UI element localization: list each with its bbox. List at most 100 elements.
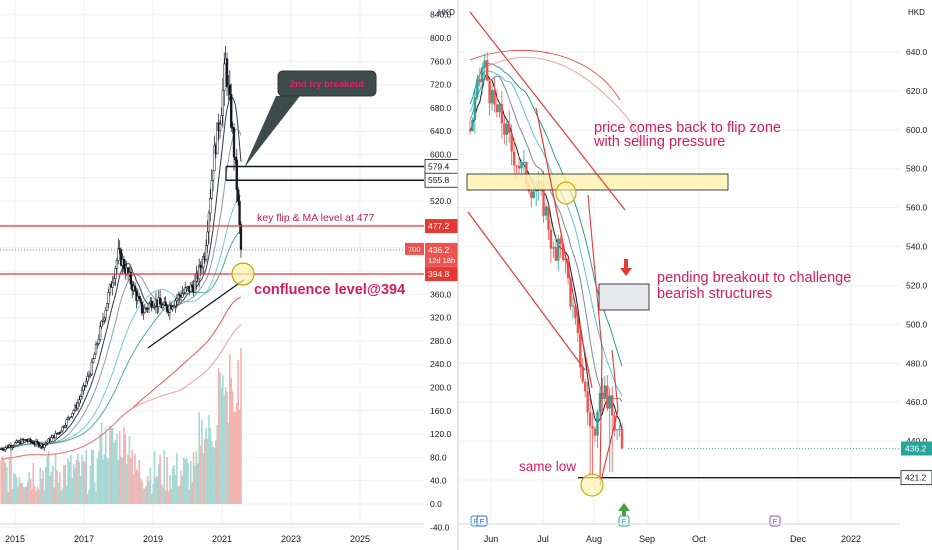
candle-down: [225, 58, 229, 88]
volume-bar: [181, 475, 184, 504]
volume-bar: [134, 453, 136, 504]
candle-up: [544, 206, 548, 216]
volume-bar: [111, 427, 114, 504]
candle-up: [206, 231, 209, 246]
volume-bar: [173, 465, 175, 504]
annotation-breakout: 2nd try breakout: [290, 79, 365, 90]
volume-bar: [113, 442, 115, 504]
candle-down: [165, 305, 169, 312]
candle-up: [598, 392, 602, 412]
volume-bar: [12, 472, 15, 504]
candle-down: [164, 301, 167, 307]
weekly-time-axis: 2015 2017 2019 2021 2023 2025: [0, 523, 424, 544]
candle-up: [142, 312, 145, 314]
candle-up: [207, 212, 211, 233]
candle-down: [530, 191, 533, 198]
candle-down: [29, 438, 32, 442]
volume-bar: [222, 375, 224, 504]
volume-bar: [166, 456, 168, 504]
annotation-flip-zone: price comes back to flip zone: [594, 120, 781, 136]
volume-bar: [220, 388, 223, 504]
candle-up: [471, 119, 474, 132]
candle-up: [223, 63, 226, 91]
volume-bar: [187, 462, 189, 504]
volume-bar: [194, 465, 196, 504]
price-tick-label: 600.0: [430, 150, 452, 160]
candle-up: [93, 353, 96, 360]
volume-bar: [67, 458, 69, 504]
candle-down: [228, 84, 231, 95]
candle-up: [78, 399, 81, 404]
volume-bar: [65, 485, 68, 504]
volume-bar: [31, 489, 33, 504]
volume-bar: [216, 425, 219, 504]
candle-up: [66, 417, 70, 420]
volume-bar: [227, 422, 230, 504]
candle-up: [43, 444, 46, 448]
volume-bar: [116, 433, 118, 504]
candle-up: [20, 439, 24, 444]
volume-bar: [146, 476, 149, 504]
volume-bar: [223, 395, 226, 504]
volume-bar: [180, 471, 182, 504]
support-trendline: [147, 279, 245, 349]
volume-bar: [139, 478, 142, 504]
volume-bar: [224, 386, 227, 504]
volume-bar: [238, 409, 241, 504]
volume-bar: [118, 431, 121, 504]
volume-bar: [70, 454, 72, 504]
volume-bar: [43, 490, 46, 504]
volume-bar: [71, 478, 74, 504]
volume-bar: [128, 436, 131, 504]
volume-bar: [1, 456, 4, 504]
candle-up: [4, 447, 7, 450]
candle-up: [174, 300, 177, 307]
volume-bar: [75, 460, 78, 504]
price-tick-label: -40.0: [430, 522, 450, 532]
volume-bar: [81, 454, 83, 504]
last-price-tag: [901, 441, 932, 456]
candle-up: [112, 278, 116, 284]
time-tick-label: 2015: [5, 534, 25, 544]
candle-down: [158, 297, 162, 305]
volume-bar: [17, 487, 19, 504]
candle-up: [481, 67, 484, 83]
volume-bar: [176, 452, 178, 504]
candle-down: [235, 159, 238, 190]
candle-up: [54, 433, 57, 439]
candle-down: [129, 271, 132, 285]
volume-bar: [102, 459, 104, 504]
volume-bar: [219, 372, 221, 504]
ma-60: [1, 230, 242, 450]
candle-up: [99, 326, 102, 340]
level-tag-label: 477.2: [428, 221, 450, 231]
candle-down: [593, 428, 597, 436]
candle-up: [204, 244, 208, 260]
candle-down: [199, 264, 202, 269]
event-marker-glyph: E: [621, 517, 626, 526]
volume-bar: [188, 489, 191, 504]
volume-bar: [47, 451, 50, 504]
candle-up: [72, 410, 75, 414]
price-tick-label: 320.0: [430, 313, 452, 323]
callout-pointer: [244, 96, 300, 168]
volume-bar: [209, 428, 212, 504]
volume-bar: [38, 489, 40, 504]
volume-bar: [202, 452, 205, 504]
price-tick-label: 680.0: [430, 103, 452, 113]
candle-up: [44, 442, 47, 445]
volume-bar: [177, 486, 180, 504]
candle-down: [150, 300, 153, 308]
volume-bar: [185, 458, 188, 504]
volume-bar: [100, 422, 103, 504]
volume-bar: [78, 461, 81, 504]
candle-up: [473, 97, 477, 120]
level-tag-label: 394.8: [428, 269, 450, 279]
candle-down: [495, 104, 499, 113]
candle-down: [232, 127, 236, 158]
volume-bar: [156, 475, 159, 504]
pending-breakout-box: [598, 283, 650, 311]
weekly-candles: [0, 45, 243, 453]
volume-bar: [149, 467, 152, 504]
